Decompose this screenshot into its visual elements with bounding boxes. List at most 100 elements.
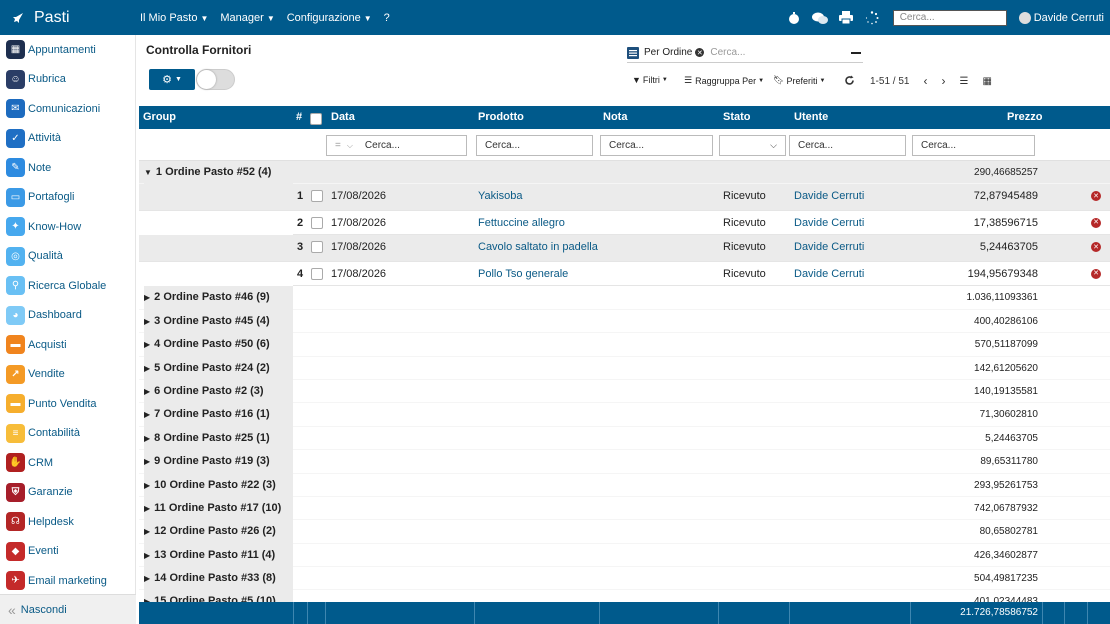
state-filter-select[interactable]: ⌵ — [719, 135, 786, 156]
sidebar-item-email-marketing[interactable]: ✈ Email marketing — [0, 566, 135, 596]
group-row[interactable]: ▶ 9 Ordine Pasto #19 (3) 89,65311780 — [139, 450, 1110, 474]
sidebar-item-label: Punto Vendita — [28, 397, 97, 410]
next-page-icon[interactable]: › — [941, 74, 946, 88]
app-brand[interactable]: Pasti — [0, 9, 140, 27]
group-row[interactable]: ▶ 10 Ordine Pasto #22 (3) 293,95261753 — [139, 473, 1110, 497]
sidebar-item-acquisti[interactable]: ▬ Acquisti — [0, 330, 135, 360]
facet-chip[interactable]: Per Ordine ✕ — [644, 47, 705, 58]
favorites-dropdown[interactable]: 🔖︎ Preferiti ▼ — [773, 75, 826, 86]
group-row[interactable]: ▶ 14 Ordine Pasto #33 (8) 504,49817235 — [139, 567, 1110, 591]
col-note[interactable]: Nota — [603, 111, 628, 123]
col-user[interactable]: Utente — [794, 111, 829, 123]
col-state[interactable]: Stato — [723, 111, 751, 123]
group-row[interactable]: ▶ 13 Ordine Pasto #11 (4) 426,34602877 — [139, 543, 1110, 568]
cell-product[interactable]: Fettuccine allegro — [478, 216, 565, 229]
sidebar-item-garanzie[interactable]: ⛨ Garanzie — [0, 478, 135, 508]
delete-icon[interactable]: ✕ — [1091, 184, 1101, 202]
date-filter-operator[interactable]: = — [335, 140, 341, 151]
view-toggle[interactable] — [196, 69, 235, 90]
row-checkbox[interactable] — [311, 235, 323, 264]
filters-dropdown[interactable]: ▼ Filtri ▼ — [632, 75, 668, 85]
menu-il-mio-pasto[interactable]: Il Mio Pasto ▼ — [140, 11, 209, 24]
search-facet-bar[interactable]: Per Ordine ✕ Cerca... — [627, 43, 863, 63]
sidebar-item-punto-vendita[interactable]: ▬ Punto Vendita — [0, 389, 135, 419]
group-row[interactable]: ▶ 8 Ordine Pasto #25 (1) 5,24463705 — [139, 426, 1110, 451]
user-menu[interactable]: Davide Cerruti — [1018, 11, 1110, 24]
hide-sidebar-button[interactable]: « Nascondi — [0, 594, 136, 624]
sidebar-item-comunicazioni[interactable]: ✉ Comunicazioni — [0, 94, 135, 124]
group-row[interactable]: ▶ 2 Ordine Pasto #46 (9) 1.036,11093361 — [139, 286, 1110, 310]
chat-icon[interactable] — [807, 11, 833, 25]
cell-product[interactable]: Cavolo saltato in padella — [478, 241, 598, 254]
group-row[interactable]: ▶ 5 Ordine Pasto #24 (2) 142,61205620 — [139, 356, 1110, 380]
group-label: ▶ 4 Ordine Pasto #50 (6) — [144, 333, 293, 357]
product-filter-input[interactable]: Cerca... — [476, 135, 593, 156]
menu-help[interactable]: ? — [383, 11, 390, 24]
cell-product[interactable]: Pollo Tso generale — [478, 267, 569, 280]
cell-user[interactable]: Davide Cerruti — [794, 216, 865, 229]
delete-icon[interactable]: ✕ — [1091, 235, 1101, 253]
group-row[interactable]: ▶ 4 Ordine Pasto #50 (6) 570,51187099 — [139, 333, 1110, 357]
timer-icon[interactable] — [781, 11, 807, 25]
col-date[interactable]: Data — [331, 111, 355, 123]
cell-product[interactable]: Yakisoba — [478, 190, 523, 203]
sidebar-item-helpdesk[interactable]: ☊ Helpdesk — [0, 507, 135, 537]
collapse-icon[interactable] — [851, 51, 861, 54]
menu-configurazione[interactable]: Configurazione ▼ — [286, 11, 372, 24]
date-filter-input[interactable]: = ⌵ Cerca... — [326, 135, 467, 156]
table-row[interactable]: 1 17/08/2026 Yakisoba Ricevuto Davide Cerrut… — [139, 184, 1110, 210]
row-checkbox[interactable] — [311, 211, 323, 240]
row-checkbox[interactable] — [311, 184, 323, 213]
price-filter-input[interactable]: Cerca... — [912, 135, 1035, 156]
refresh-icon[interactable] — [844, 75, 855, 86]
sidebar-item-ricerca-globale[interactable]: ⚲ Ricerca Globale — [0, 271, 135, 301]
cell-user[interactable]: Davide Cerruti — [794, 190, 865, 203]
col-group[interactable]: Group — [143, 111, 176, 123]
table-row[interactable]: 2 17/08/2026 Fettuccine allegro Ricevuto Dav… — [139, 209, 1110, 237]
facet-search-input[interactable]: Cerca... — [710, 47, 746, 58]
sidebar-item-eventi[interactable]: ◆ Eventi — [0, 537, 135, 567]
sidebar-item-contabilit-[interactable]: ≡ Contabilità — [0, 419, 135, 449]
remove-facet-icon[interactable]: ✕ — [695, 48, 705, 57]
cell-user[interactable]: Davide Cerruti — [794, 241, 865, 254]
group-title: 8 Ordine Pasto #25 (1) — [154, 431, 270, 444]
note-filter-input[interactable]: Cerca... — [600, 135, 713, 156]
chevron-down-icon: ⌵ — [346, 141, 353, 150]
sidebar-item-note[interactable]: ✎ Note — [0, 153, 135, 183]
grid-view-icon[interactable]: ▦ — [982, 75, 992, 87]
group-row[interactable]: ▶ 6 Ordine Pasto #2 (3) 140,19135581 — [139, 379, 1110, 404]
sidebar-item-portafogli[interactable]: ▭ Portafogli — [0, 183, 135, 213]
sidebar-item-appuntamenti[interactable]: ▦ Appuntamenti — [0, 35, 135, 65]
col-price[interactable]: Prezzo — [1007, 111, 1043, 123]
sidebar-item-dashboard[interactable]: ◕ Dashboard — [0, 301, 135, 331]
sidebar-item-attivit-[interactable]: ✓ Attività — [0, 124, 135, 154]
cell-user[interactable]: Davide Cerruti — [794, 267, 865, 280]
sidebar-item-qualit-[interactable]: ◎ Qualità — [0, 242, 135, 272]
sidebar-item-know-how[interactable]: ✦ Know-How — [0, 212, 135, 242]
cell-price: 5,24463705 — [979, 241, 1038, 254]
row-checkbox[interactable] — [311, 262, 323, 291]
row-number: 2 — [297, 216, 304, 229]
group-by-dropdown[interactable]: ☰ Raggruppa Per ▼ — [684, 75, 765, 86]
user-filter-input[interactable]: Cerca... — [789, 135, 906, 156]
sidebar-item-crm[interactable]: ✋ CRM — [0, 448, 135, 478]
list-view-icon[interactable]: ☰ — [959, 75, 969, 87]
global-search-input[interactable]: Cerca... — [892, 9, 1007, 26]
group-row[interactable]: ▼ 1 Ordine Pasto #52 (4) 290,46685257 — [139, 161, 1110, 185]
group-row[interactable]: ▶ 11 Ordine Pasto #17 (10) 742,06787932 — [139, 496, 1110, 521]
delete-icon[interactable]: ✕ — [1091, 211, 1101, 228]
delete-icon[interactable]: ✕ — [1091, 262, 1101, 279]
table-row[interactable]: 3 17/08/2026 Cavolo saltato in padella Rice… — [139, 235, 1110, 261]
menu-manager[interactable]: Manager ▼ — [220, 11, 275, 24]
prev-page-icon[interactable]: ‹ — [923, 74, 928, 88]
sidebar-item-vendite[interactable]: ↗ Vendite — [0, 360, 135, 390]
sidebar-item-rubrica[interactable]: ☺ Rubrica — [0, 65, 135, 95]
group-row[interactable]: ▶ 3 Ordine Pasto #45 (4) 400,40286106 — [139, 309, 1110, 334]
group-row[interactable]: ▶ 7 Ordine Pasto #16 (1) 71,30602810 — [139, 403, 1110, 427]
printer-icon[interactable] — [833, 11, 859, 24]
select-all-checkbox[interactable] — [310, 111, 322, 125]
group-row[interactable]: ▶ 12 Ordine Pasto #26 (2) 80,65802781 — [139, 520, 1110, 544]
col-product[interactable]: Prodotto — [478, 111, 524, 123]
table-row[interactable]: 4 17/08/2026 Pollo Tso generale Ricevuto Dav… — [139, 260, 1110, 288]
actions-gear-button[interactable]: ⚙ ▼ — [149, 69, 195, 90]
